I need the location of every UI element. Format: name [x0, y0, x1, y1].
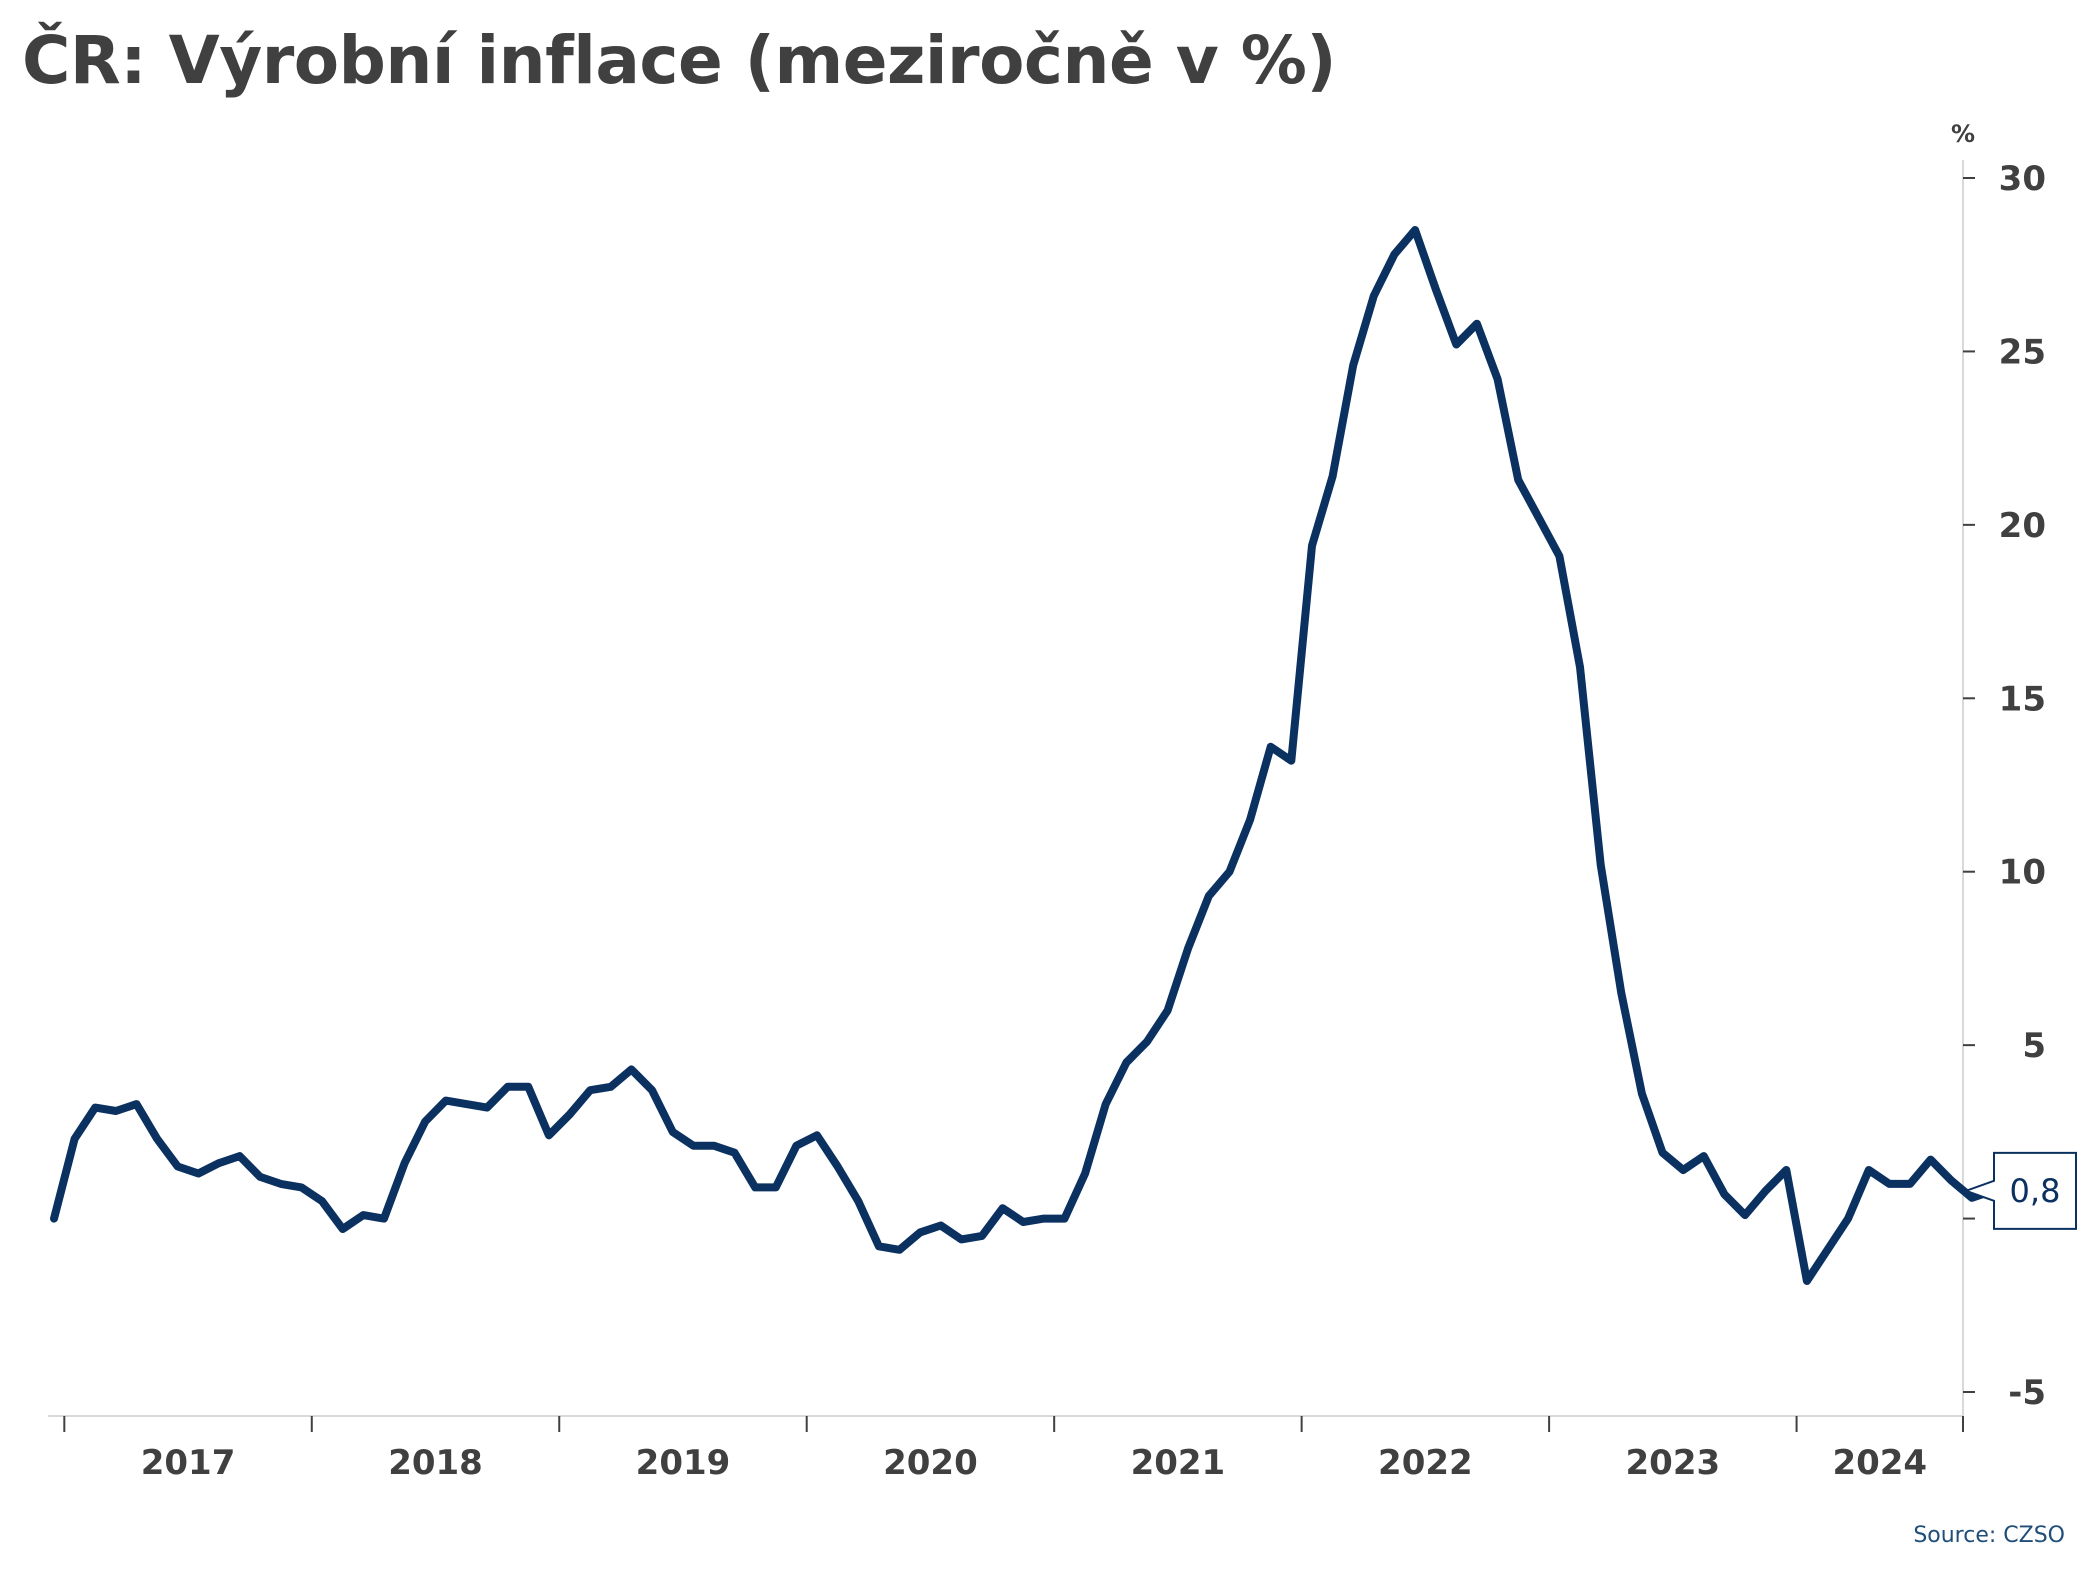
- last-value-callout: [1963, 1151, 2077, 1230]
- y-tick-label: 15: [1999, 679, 2046, 719]
- y-unit-label: %: [1951, 120, 1975, 148]
- y-tick-label: 25: [1999, 332, 2046, 372]
- x-tick-label: 2021: [1131, 1443, 1226, 1483]
- chart-title: ČR: Výrobní inflace (meziročně v %): [22, 22, 1337, 99]
- x-tick-label: 2023: [1626, 1443, 1721, 1483]
- source-note: Source: CZSO: [1913, 1523, 2065, 1548]
- x-tick-label: 2020: [883, 1443, 978, 1483]
- x-tick-label: 2022: [1378, 1443, 1473, 1483]
- y-tick-label: 5: [2022, 1026, 2046, 1066]
- x-tick-label: 2018: [388, 1443, 483, 1483]
- y-tick-label: 30: [1999, 159, 2046, 199]
- x-tick-label: 2017: [141, 1443, 236, 1483]
- x-tick-label: 2019: [636, 1443, 731, 1483]
- y-tick-label: 10: [1999, 853, 2046, 893]
- last-value-label: 0,8: [2010, 1172, 2061, 1210]
- series-line: [50, 226, 1997, 1285]
- x-tick-label: 2024: [1832, 1443, 1927, 1483]
- y-tick-label: -5: [2008, 1373, 2046, 1413]
- y-tick-label: 20: [1999, 506, 2046, 546]
